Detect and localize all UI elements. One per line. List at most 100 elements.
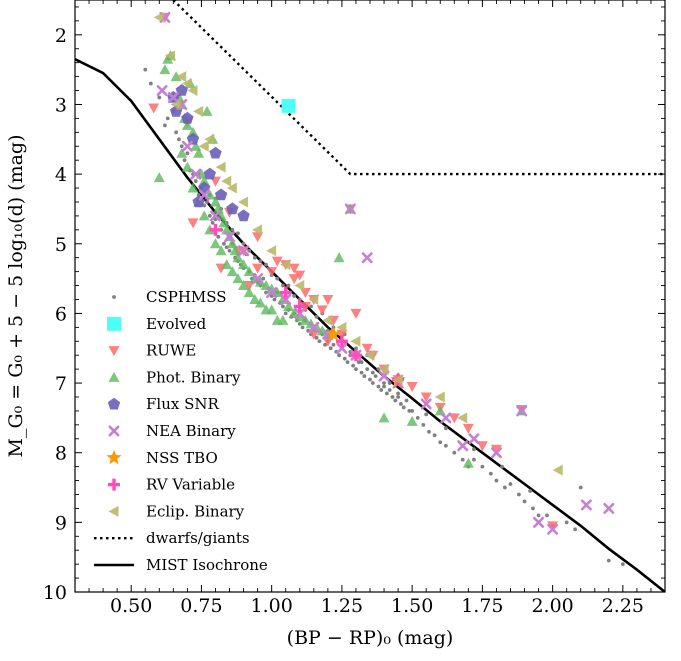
nea-binary-point — [490, 447, 502, 459]
csphmss-point — [421, 422, 426, 427]
ruwe-point — [350, 308, 362, 319]
nea-binary-point-stroke-b — [198, 189, 210, 201]
legend-label-dwarfs-giants: dwarfs/giants — [146, 529, 250, 547]
legend-label-evolved: Evolved — [146, 315, 207, 333]
csphmss-point — [196, 193, 201, 197]
csphmss-point — [370, 370, 375, 375]
phot-binary-point — [243, 287, 255, 298]
csphmss-point — [148, 81, 153, 86]
csphmss-point — [314, 335, 319, 340]
rv-variable-point — [293, 300, 306, 313]
csphmss-point — [258, 259, 263, 264]
csphmss-point — [573, 527, 577, 532]
nea-binary-point-stroke-b — [580, 499, 592, 511]
legend-label-eclip-binary: Eclip. Binary — [146, 502, 245, 520]
csphmss-point — [500, 464, 504, 469]
nea-binary-point-stroke-b — [322, 328, 334, 340]
ruwe-point — [322, 294, 334, 305]
y-tick-label: 4 — [55, 164, 67, 186]
eclip-binary-point — [204, 133, 215, 145]
eclip-binary-point — [193, 105, 204, 117]
csphmss-point — [517, 492, 521, 497]
eclip-binary-point — [238, 196, 249, 208]
phot-binary-point — [238, 259, 250, 270]
csphmss-point — [264, 262, 268, 267]
nea-binary-point — [533, 516, 545, 528]
rv-variable-point — [335, 335, 348, 348]
phot-binary-point — [159, 64, 171, 75]
phot-binary-point — [249, 293, 261, 304]
csphmss-point — [545, 513, 549, 518]
nea-binary-point — [336, 342, 348, 354]
nea-binary-point-stroke-b — [280, 293, 292, 305]
nea-binary-point — [266, 287, 278, 299]
csphmss-point — [345, 360, 350, 365]
ruwe-point — [252, 263, 264, 274]
legend-label-nea-binary: NEA Binary — [146, 422, 236, 440]
csphmss-point — [396, 391, 400, 396]
csphmss-point — [342, 356, 347, 361]
phot-binary-point — [238, 280, 250, 291]
nea-binary-point — [468, 433, 480, 445]
csphmss-point — [283, 311, 288, 316]
eclip-binary-point — [336, 321, 347, 333]
csphmss-point — [236, 231, 240, 236]
nea-binary-point-stroke-b — [336, 342, 348, 354]
ruwe-point — [252, 232, 264, 243]
csphmss-point — [620, 562, 625, 567]
phot-binary-point — [294, 311, 306, 322]
csphmss-point — [494, 478, 499, 483]
legend-label-phot-binary: Phot. Binary — [146, 368, 241, 386]
csphmss-point — [370, 381, 375, 385]
nea-binary-point — [516, 405, 528, 417]
csphmss-point — [578, 485, 583, 490]
nea-binary-point-stroke-b — [308, 321, 320, 333]
csphmss-point — [157, 95, 162, 100]
csphmss-point — [373, 374, 378, 378]
ruwe-point — [547, 521, 559, 532]
ruwe-point — [308, 329, 320, 340]
ruwe-point — [361, 343, 373, 354]
csphmss-point — [354, 346, 358, 351]
x-tick-label: 1.25 — [321, 595, 363, 617]
csphmss-point — [359, 360, 364, 365]
phot-binary-point — [181, 161, 193, 172]
legend-item-eclip-binary: Eclip. Binary — [108, 502, 245, 520]
csphmss-point — [163, 123, 167, 128]
csphmss-point — [399, 402, 403, 406]
csphmss-point — [407, 409, 412, 413]
csphmss-point — [415, 415, 420, 420]
ruwe-point — [299, 288, 311, 299]
ruwe-point — [148, 103, 160, 114]
csphmss-point — [443, 426, 448, 431]
dwarfs-giants-line — [172, 0, 665, 176]
flux-snr-point — [209, 146, 222, 159]
phot-binary-point — [254, 297, 266, 308]
legend-swatch-phot-binary — [108, 371, 120, 382]
eclip-binary-point — [215, 161, 226, 173]
csphmss-point — [536, 513, 541, 518]
csphmss-point — [396, 395, 400, 399]
phot-binary-point — [243, 266, 255, 277]
legend-swatch-ruwe — [108, 346, 120, 357]
legend-swatch-flux-snr — [107, 397, 121, 410]
nea-binary-point-stroke-b — [468, 433, 480, 445]
eclip-binary-point — [308, 293, 319, 305]
csphmss-point — [387, 381, 392, 385]
legend-item-csphmss: CSPHMSS — [112, 288, 227, 306]
legend-label-ruwe: RUWE — [146, 342, 196, 360]
csphmss-point — [564, 520, 569, 525]
csphmss-point — [390, 395, 395, 399]
csphmss-point — [143, 67, 148, 72]
legend-label-nss-tbo: NSS TBO — [146, 449, 218, 467]
flux-snr-point — [214, 188, 228, 201]
csphmss-point — [432, 433, 437, 438]
csphmss-point — [216, 234, 221, 239]
evolved-point — [281, 98, 296, 113]
csphmss-point — [508, 482, 513, 486]
csphmss-point — [443, 443, 448, 448]
csphmss-point — [297, 297, 302, 302]
csphmss-point — [424, 412, 429, 417]
y-tick-label: 2 — [55, 25, 67, 47]
nea-binary-point — [547, 523, 559, 535]
